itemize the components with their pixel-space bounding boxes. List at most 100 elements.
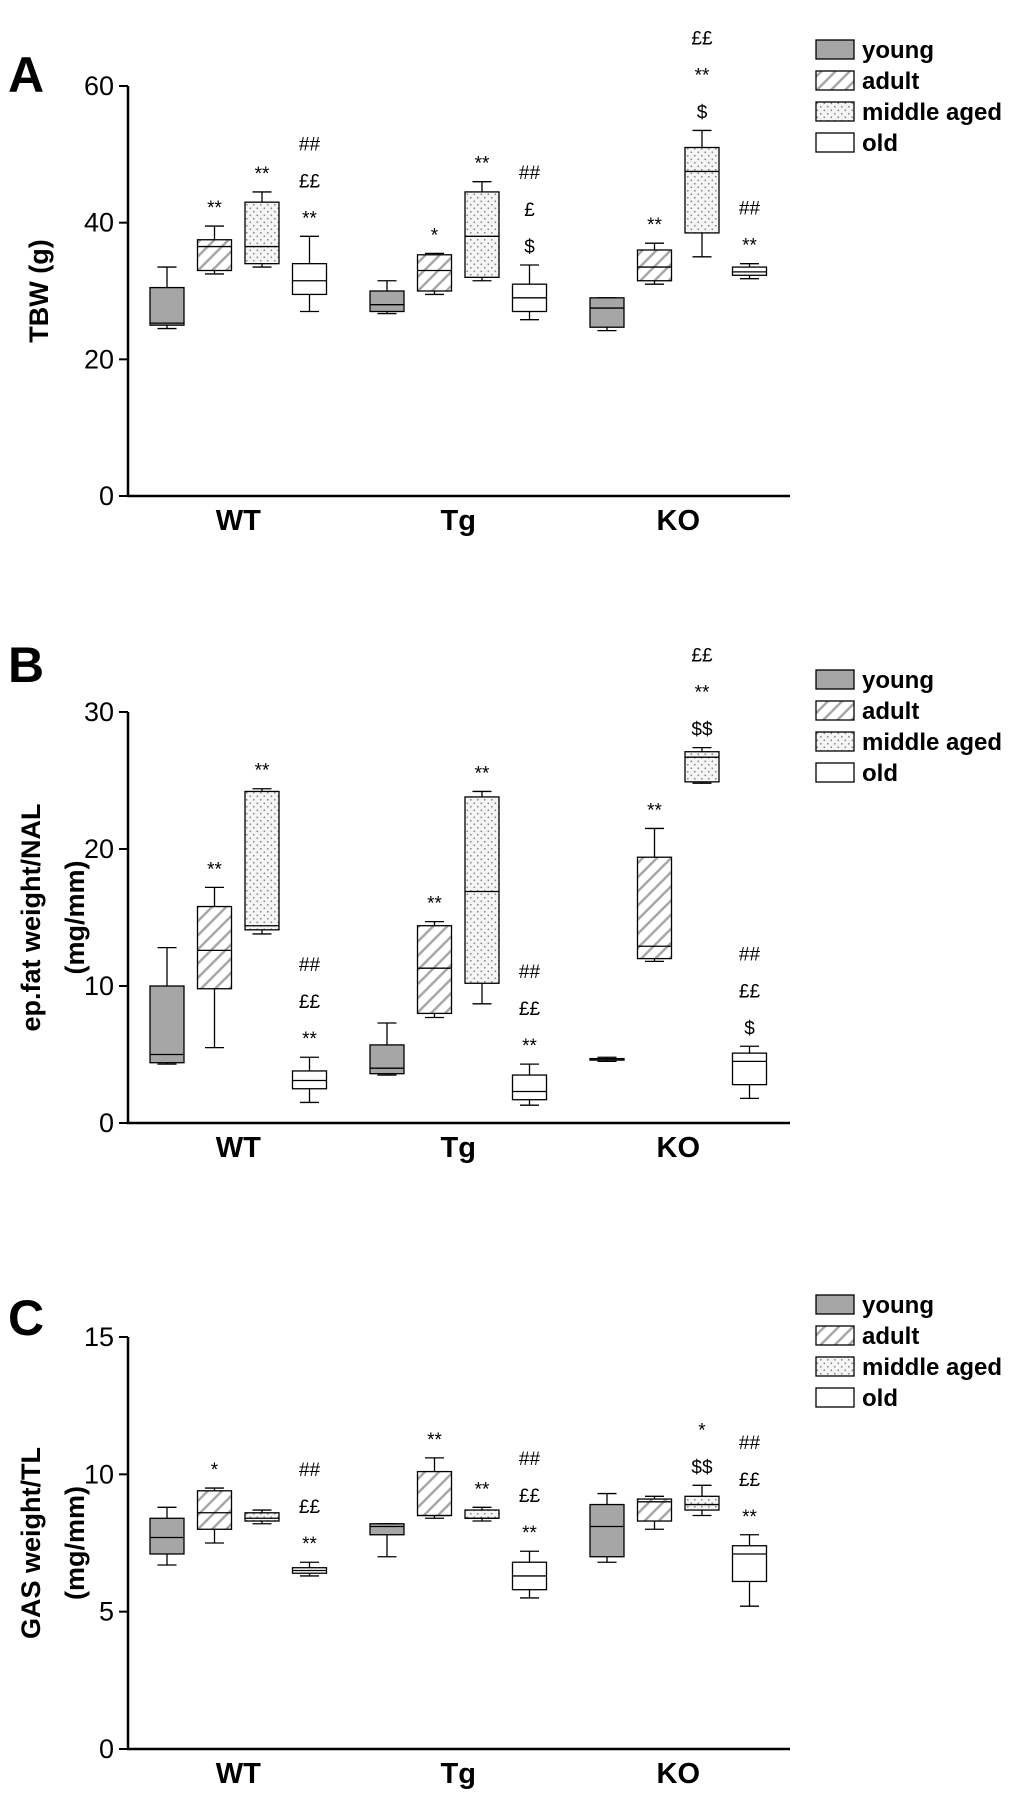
panel-b-legend-item-old: old bbox=[815, 760, 898, 787]
panel-c-box-ko-adult bbox=[636, 1495, 673, 1530]
panel-b-ytick-label-20: 20 bbox=[84, 834, 114, 864]
panel-c-letter: C bbox=[8, 1290, 44, 1346]
panel-a-legend-item-young: young bbox=[815, 37, 934, 64]
panel-c-ytick-label-5: 5 bbox=[99, 1597, 114, 1627]
panel-b-box-wt-young bbox=[149, 946, 185, 1065]
panel-b-legend-item-adult: adult bbox=[815, 698, 919, 725]
panel-c-group-label-tg: Tg bbox=[441, 1758, 476, 1790]
panel-a-legend-label-young: young bbox=[862, 37, 934, 64]
panel-b-box-ko-old-iqr bbox=[731, 1052, 768, 1086]
panel-c-legend-label-young: young bbox=[862, 1292, 934, 1319]
panel-a-box-ko-young bbox=[589, 297, 625, 332]
panel-c-box-wt-adult-iqr bbox=[196, 1490, 233, 1530]
panel-c-box-ko-middle-aged-annotation-1: $$ bbox=[691, 1457, 713, 1478]
panel-c-legend-label-middle-aged: middle aged bbox=[862, 1354, 1002, 1381]
panel-a-box-tg-young bbox=[369, 280, 405, 315]
panel-c-legend-swatch-old bbox=[815, 1387, 855, 1408]
panel-a-box-wt-young bbox=[149, 266, 185, 330]
panel-a-box-wt-middle-aged-iqr bbox=[244, 201, 280, 265]
panel-b-box-ko-old-annotation-2: ££ bbox=[739, 981, 761, 1002]
panel-a-box-wt-adult-annotation-1: ** bbox=[207, 198, 222, 219]
panel-b-box-tg-old-iqr bbox=[511, 1074, 548, 1101]
panel-b-legend-swatch-adult bbox=[815, 700, 855, 721]
panel-c-box-wt-young-iqr bbox=[149, 1517, 185, 1555]
panel-a-box-wt-old-annotation-1: ** bbox=[302, 208, 317, 229]
panel-a-ylabel-line-1: TBW (g) bbox=[24, 239, 54, 342]
panel-a-ytick-label-0: 0 bbox=[99, 481, 114, 511]
panel-c-box-tg-adult: ** bbox=[416, 1430, 453, 1519]
panel-a-box-ko-middle-aged-annotation-1: $ bbox=[697, 102, 708, 123]
panel-b-box-ko-middle-aged-annotation-2: ** bbox=[695, 683, 710, 704]
panel-c-box-wt-middle-aged-iqr bbox=[244, 1512, 280, 1522]
panel-c-legend-swatch-adult bbox=[815, 1325, 855, 1346]
panel-a-legend-swatch-middle-aged bbox=[815, 101, 855, 122]
panel-b-group-label-wt: WT bbox=[216, 1132, 261, 1164]
panel-a-legend-item-adult: adult bbox=[815, 68, 919, 95]
panel-b-legend-item-middle-aged: middle aged bbox=[815, 729, 1002, 756]
panel-b-box-tg-adult-annotation-1: ** bbox=[427, 894, 442, 915]
panel-a-legend-item-old: old bbox=[815, 130, 898, 157]
panel-b-box-tg-old-annotation-2: ££ bbox=[519, 999, 541, 1020]
panel-c-box-ko-old-annotation-3: ## bbox=[739, 1433, 761, 1454]
panel-b: Bep.fat weight/NAL (mg/mm) 0 10 20 30 WT Tg KO **… bbox=[8, 637, 1002, 1164]
panel-c-box-tg-middle-aged-iqr bbox=[464, 1509, 500, 1519]
panel-c-legend-swatch-middle-aged bbox=[815, 1356, 855, 1377]
panel-b-box-ko-old-annotation-1: $ bbox=[744, 1018, 755, 1039]
panel-b-ytick-label-30: 30 bbox=[84, 697, 114, 727]
panel-a-box-ko-middle-aged-iqr bbox=[684, 146, 720, 234]
panel-b-box-tg-old-annotation-1: ** bbox=[522, 1036, 537, 1057]
panel-b-box-wt-old-annotation-2: ££ bbox=[299, 992, 321, 1013]
panel-b-legend-swatch-old bbox=[815, 762, 855, 783]
panel-c-box-tg-young bbox=[369, 1523, 405, 1558]
panel-a-box-ko-young-iqr bbox=[589, 297, 625, 328]
panel-c-ytick-label-15: 15 bbox=[84, 1322, 114, 1352]
panel-c-box-tg-old-annotation-1: ** bbox=[522, 1523, 537, 1544]
panel-b-box-ko-old: $ ££ ## bbox=[731, 944, 768, 1099]
panel-b-box-tg-old: ** ££ ## bbox=[511, 962, 548, 1106]
panel-a-ytick-label-20: 20 bbox=[84, 344, 114, 374]
panel-a-box-wt-old-annotation-3: ## bbox=[299, 134, 321, 155]
panel-b-box-ko-young bbox=[589, 1056, 625, 1062]
panel-c-box-ko-young bbox=[589, 1492, 625, 1563]
panel-a-group-label-ko: KO bbox=[657, 505, 701, 537]
panel-c-ylabel-line-2: (mg/mm) bbox=[60, 1486, 90, 1600]
panel-a-box-wt-middle-aged-annotation-1: ** bbox=[255, 164, 270, 185]
panel-b-box-tg-middle-aged: ** bbox=[464, 763, 500, 1005]
panel-c-box-wt-adult: * bbox=[196, 1460, 233, 1544]
panel-a-legend-swatch-adult bbox=[815, 70, 855, 91]
panel-b-ylabel-line-1: ep.fat weight/NAL bbox=[16, 804, 46, 1032]
panel-c-box-ko-old: ** ££ ## bbox=[731, 1433, 768, 1607]
panel-a-box-tg-old-annotation-1: $ bbox=[524, 237, 535, 258]
panel-a-box-tg-adult: * bbox=[416, 225, 453, 296]
panel-c-box-tg-middle-aged-annotation-1: ** bbox=[475, 1479, 490, 1500]
panel-a-box-ko-middle-aged-annotation-2: ** bbox=[695, 65, 710, 86]
panel-a-box-tg-middle-aged-iqr bbox=[464, 191, 500, 278]
panel-a-box-ko-adult-iqr bbox=[636, 249, 673, 282]
panel-b-box-tg-old-annotation-3: ## bbox=[519, 962, 541, 983]
panel-b-box-wt-adult-annotation-1: ** bbox=[207, 859, 222, 880]
panel-a-box-wt-young-iqr bbox=[149, 286, 185, 326]
panel-c-legend-item-middle-aged: middle aged bbox=[815, 1354, 1002, 1381]
panel-b-box-tg-adult-iqr bbox=[416, 925, 453, 1015]
panel-c-box-wt-middle-aged bbox=[244, 1509, 280, 1525]
panel-a-box-ko-old: ** ## bbox=[731, 199, 768, 280]
panel-a-box-wt-adult: ** bbox=[196, 198, 233, 275]
panel-c-box-wt-old: ** ££ ## bbox=[291, 1460, 328, 1577]
panel-a-box-ko-middle-aged: $ ** ££ bbox=[684, 28, 720, 258]
panel-c-box-tg-middle-aged: ** bbox=[464, 1479, 500, 1522]
panel-b-box-ko-middle-aged: $$ ** ££ bbox=[684, 646, 720, 784]
panel-a-box-ko-old-annotation-2: ## bbox=[739, 199, 761, 220]
panel-c-legend-label-old: old bbox=[862, 1385, 898, 1412]
panel-b-legend-label-young: young bbox=[862, 667, 934, 694]
panel-a-legend-swatch-young bbox=[815, 39, 855, 60]
panel-c-legend-item-old: old bbox=[815, 1385, 898, 1412]
panel-b-legend-label-middle-aged: middle aged bbox=[862, 729, 1002, 756]
panel-a-ytick-label-40: 40 bbox=[84, 208, 114, 238]
panel-b-box-ko-adult: ** bbox=[636, 800, 673, 962]
panel-c-box-wt-adult-annotation-1: * bbox=[211, 1460, 219, 1481]
panel-b-box-ko-adult-iqr bbox=[636, 856, 673, 960]
panel-c-box-wt-old-annotation-1: ** bbox=[302, 1534, 317, 1555]
panel-a-legend-label-adult: adult bbox=[862, 68, 919, 95]
